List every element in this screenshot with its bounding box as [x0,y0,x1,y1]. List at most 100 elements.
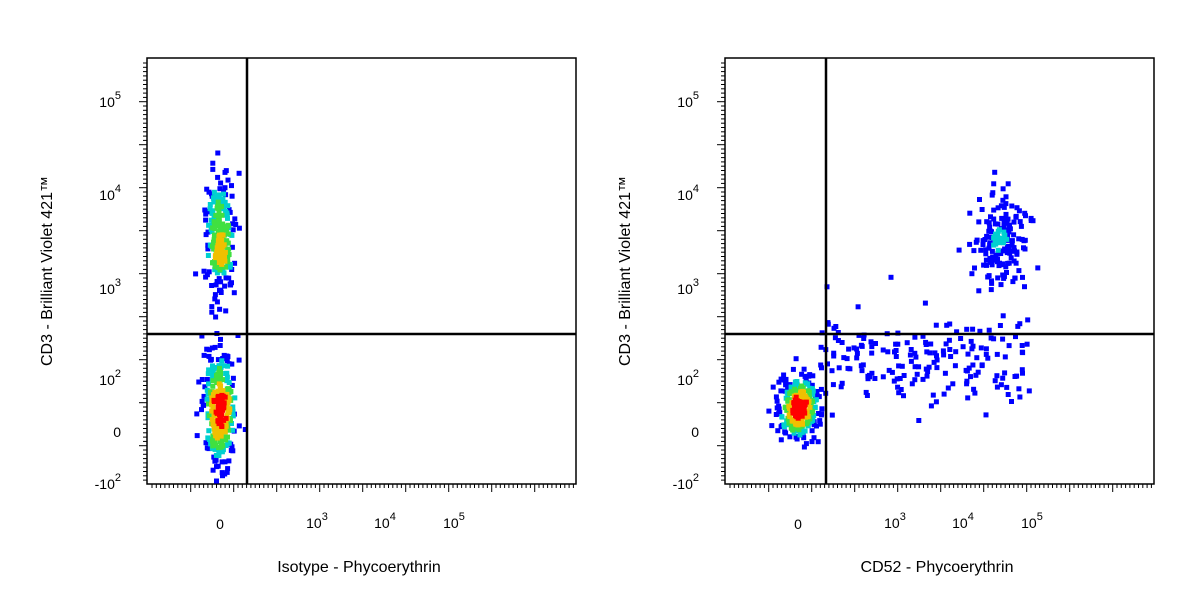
event-dot [814,389,820,394]
event-dot [219,459,225,465]
event-dot [1004,236,1010,242]
event-dot [788,384,794,390]
event-dot [819,365,824,371]
event-dot [803,441,809,447]
event-dot [209,243,215,249]
event-dot [1026,388,1032,394]
event-dot [896,363,902,369]
event-dot [1017,219,1023,225]
x-axis-title: Isotype - Phycoerythrin [277,559,441,576]
event-dot [204,377,210,382]
y-tick-label: 102 [99,368,121,388]
event-dot [1002,233,1008,239]
event-dot [854,346,860,352]
event-dot [210,378,216,384]
event-dot [222,283,228,289]
event-dot [210,443,216,449]
event-dot [928,341,934,347]
event-dot [783,382,789,388]
event-dot [1019,343,1025,348]
event-dot [922,300,928,306]
event-dot [230,408,236,414]
event-dot [1001,204,1007,210]
event-dot [896,390,902,396]
event-dot [776,379,782,385]
event-dot [236,225,242,231]
event-dot [212,264,218,270]
x-axis-ticks [151,484,574,492]
event-dot [984,233,990,239]
event-dot [207,437,213,442]
event-dot [1019,236,1025,242]
event-dot [770,384,776,390]
y-tick-label: 0 [113,424,121,440]
event-dot [984,262,989,268]
event-dot [224,469,230,475]
event-dot [978,247,984,253]
event-dot [227,209,233,215]
event-dot [1003,264,1009,270]
event-dot [801,444,807,450]
event-dot [971,248,977,254]
event-dot [217,306,223,312]
event-dot [223,275,229,281]
event-dot [964,326,970,332]
event-dot [219,212,225,218]
y-axis-title: CD3 - Brilliant Violet 421™ [617,176,634,366]
event-dot [956,247,962,253]
event-dot [229,193,235,199]
event-dot [206,269,212,275]
event-dot [219,396,225,402]
event-dot [220,473,225,479]
event-dot [219,392,225,398]
event-dot [222,459,228,465]
event-dot [205,246,211,252]
event-dot [869,350,875,356]
event-dot [210,373,216,379]
event-dot [825,361,830,367]
event-dot [851,345,857,351]
event-dot [970,343,976,349]
event-dot [800,395,806,401]
event-dot [944,322,950,328]
event-dot [214,373,219,379]
event-dot [1022,284,1027,290]
event-dot [211,232,217,238]
event-dot [807,404,813,410]
event-dot [199,398,205,404]
event-dot [210,405,216,411]
event-dot [790,366,796,372]
event-dot [809,428,815,434]
event-dot [998,382,1004,388]
y-tick-label: 103 [677,277,699,297]
event-dot [992,378,998,384]
event-dot [809,439,815,445]
event-dot [989,278,994,284]
event-dot [208,217,214,223]
event-dot [794,433,799,439]
event-dot [1001,240,1007,246]
event-dot [217,224,223,230]
event-dot [211,454,217,460]
event-dot [920,333,926,339]
event-dot [963,367,969,373]
event-dot [1020,370,1025,376]
event-dot [995,247,1001,253]
event-dot [868,339,874,345]
event-dot [799,385,805,391]
event-dot [933,399,939,405]
event-dot [220,268,226,274]
event-dot [1001,229,1007,235]
event-dot [1014,205,1020,211]
event-dot [199,407,204,413]
event-dot [225,363,231,369]
event-dot [968,338,974,344]
event-dot [966,365,972,371]
event-dot [958,336,964,341]
event-dot [224,238,230,244]
event-dot [232,216,238,222]
event-dot [989,192,995,198]
event-dot [210,402,216,408]
event-dot [204,396,210,402]
event-dot [1000,336,1006,342]
